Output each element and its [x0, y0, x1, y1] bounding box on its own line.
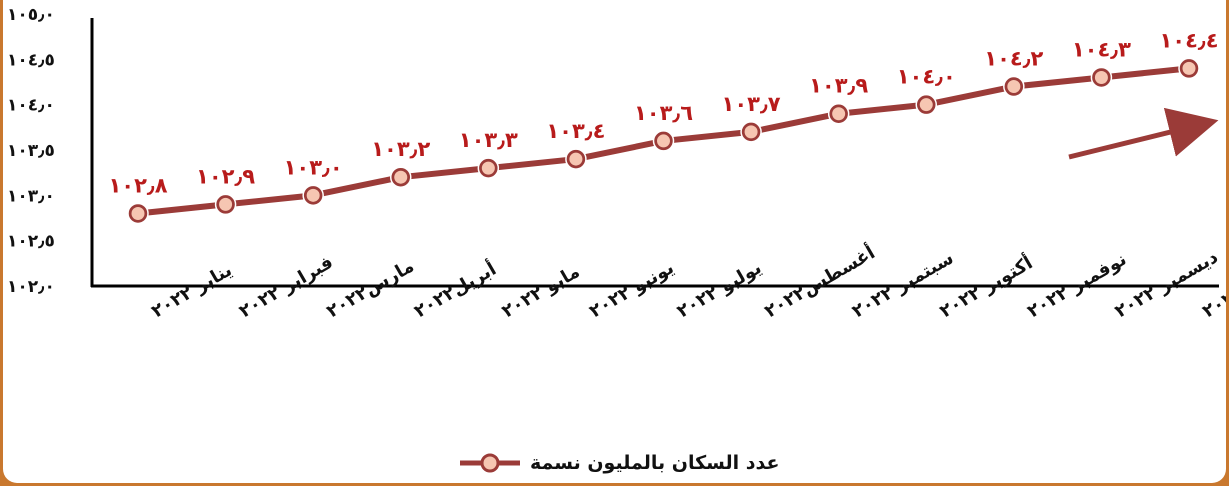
x-tick-label: مايو ٢٠٢٢ — [498, 261, 583, 322]
data-point-center — [569, 152, 583, 166]
y-tick-label: ١٠٢٫٥ — [7, 232, 55, 252]
y-tick-label: ١٠٣٫٠ — [7, 186, 55, 206]
data-point-center — [657, 134, 670, 148]
data-point-center — [1182, 61, 1196, 75]
x-tick-label: أبريل٢٠٢٢ — [410, 257, 500, 322]
data-point-center — [219, 197, 233, 211]
data-label: ١٠٢٫٩ — [196, 164, 255, 188]
data-label: ١٠٣٫٧ — [722, 92, 781, 116]
legend-line-marker — [460, 453, 520, 473]
data-label: ١٠٣٫٦ — [634, 101, 693, 125]
data-point-center — [131, 206, 145, 220]
y-tick-label: ١٠٢٫٠ — [7, 277, 55, 297]
data-label: ١٠٣٫٩ — [809, 74, 868, 98]
data-point-center — [394, 170, 408, 184]
data-label: ١٠٤٫٠ — [897, 65, 956, 89]
data-label: ١٠٣٫٢ — [371, 137, 430, 161]
data-point-center — [832, 107, 846, 121]
y-tick-label: ١٠٣٫٥ — [7, 141, 55, 161]
data-label: ١٠٤٫٣ — [1072, 37, 1131, 61]
data-label: ١٠٢٫٨ — [108, 173, 167, 197]
data-point-center — [1094, 70, 1108, 84]
legend: عدد السكان بالمليون نسمة — [458, 447, 779, 479]
y-tick-label: ١٠٥٫٠ — [7, 5, 55, 25]
y-tick-label: ١٠٤٫٥ — [7, 50, 55, 70]
x-tick-label: يونيو ٢٠٢٢ — [586, 257, 678, 322]
x-tick-label: يناير ٢٠٢٢ — [148, 260, 236, 323]
data-label: ١٠٣٫٠ — [284, 155, 343, 179]
data-point-center — [306, 188, 320, 202]
data-label: ١٠٤٫٤ — [1159, 28, 1218, 52]
legend-label: عدد السكان بالمليون نسمة — [530, 452, 780, 474]
data-point-center — [481, 161, 495, 175]
line-chart: ١٠٢٫٠ ١٠٢٫٥ ١٠٣٫٠ ١٠٣٫٥ ١٠٤٫٠ ١٠٤٫٥ ١٠٥٫٠ يناي… — [7, 5, 1226, 323]
data-point-center — [1007, 80, 1021, 94]
data-point-center — [744, 125, 758, 139]
y-tick-label: ١٠٤٫٠ — [7, 96, 55, 116]
data-label: ١٠٣٫٣ — [459, 128, 518, 152]
data-point-center — [919, 98, 933, 112]
x-tick-label: يوليو ٢٠٢٢ — [674, 257, 766, 322]
data-label: ١٠٣٫٤ — [546, 119, 605, 143]
trend-arrow — [1068, 107, 1219, 160]
chart-panel: ١٠٢٫٠ ١٠٢٫٥ ١٠٣٫٠ ١٠٣٫٥ ١٠٤٫٠ ١٠٤٫٥ ١٠٥٫٠ يناي… — [3, 0, 1226, 483]
data-label: ١٠٤٫٢ — [984, 47, 1043, 71]
x-tick-label: مارس٢٠٢٢ — [323, 256, 418, 323]
